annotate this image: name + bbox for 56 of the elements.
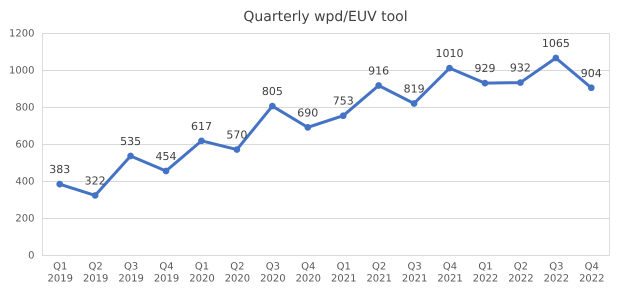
data-label: 916 xyxy=(368,64,390,78)
x-tick-label: Q4 2021 xyxy=(437,262,463,284)
point xyxy=(410,100,418,107)
data-label: 383 xyxy=(49,163,70,176)
y-tick-label: 400 xyxy=(15,176,34,188)
point xyxy=(234,146,240,153)
point xyxy=(198,138,205,144)
x-tick-label: Q3 2020 xyxy=(260,262,286,284)
point xyxy=(92,192,99,199)
x-tick-label: Q4 2019 xyxy=(154,262,180,284)
data-label: 570 xyxy=(226,128,248,142)
point xyxy=(127,152,134,160)
point xyxy=(340,112,347,120)
x-tick-label: Q3 2021 xyxy=(402,262,428,284)
x-tick-label: Q3 2022 xyxy=(544,262,570,284)
point xyxy=(517,79,524,86)
y-tick-label: 800 xyxy=(15,102,34,114)
point xyxy=(162,168,170,174)
y-tick-label: 600 xyxy=(15,140,34,150)
data-label: 932 xyxy=(510,62,531,75)
x-tick-label: Q3 2019 xyxy=(118,262,144,284)
point xyxy=(268,102,276,110)
x-tick-label: Q2 2021 xyxy=(366,262,392,284)
data-label: 617 xyxy=(190,120,212,133)
x-tick-label: Q4 2020 xyxy=(296,262,322,284)
data-label: 1065 xyxy=(542,36,570,50)
x-tick-label: Q4 2022 xyxy=(579,262,605,284)
data-label: 904 xyxy=(580,66,602,80)
point xyxy=(482,80,488,86)
y-tick-label: 200 xyxy=(15,214,34,224)
point xyxy=(375,82,382,89)
y-tick-label: 1000 xyxy=(9,66,34,76)
x-tick-label: Q2 2022 xyxy=(508,262,534,284)
data-label: 1010 xyxy=(436,47,464,60)
data-label: 805 xyxy=(262,85,283,98)
chart-title: Quarterly wpd/EUV tool xyxy=(243,9,408,25)
x-tick-label: Q1 2019 xyxy=(47,262,73,284)
x-tick-label: Q2 2020 xyxy=(224,262,250,284)
point xyxy=(552,54,560,62)
x-tick-label: Q1 2022 xyxy=(472,262,498,284)
data-label: 690 xyxy=(297,106,318,120)
data-label: 535 xyxy=(120,135,142,148)
data-label: 929 xyxy=(474,62,496,76)
data-label: 819 xyxy=(404,82,425,96)
x-tick-label: Q1 2021 xyxy=(330,262,356,284)
x-tick-label: Q2 2019 xyxy=(82,262,108,284)
y-tick-label: 0 xyxy=(28,250,34,262)
data-label: 322 xyxy=(84,174,106,188)
point xyxy=(588,84,595,92)
point xyxy=(56,180,64,188)
data-label: 753 xyxy=(332,94,354,108)
x-tick-label: Q1 2020 xyxy=(189,262,215,284)
y-tick-label: 1200 xyxy=(9,28,34,40)
point xyxy=(304,124,312,131)
point xyxy=(446,64,453,72)
data-label: 454 xyxy=(156,150,177,164)
